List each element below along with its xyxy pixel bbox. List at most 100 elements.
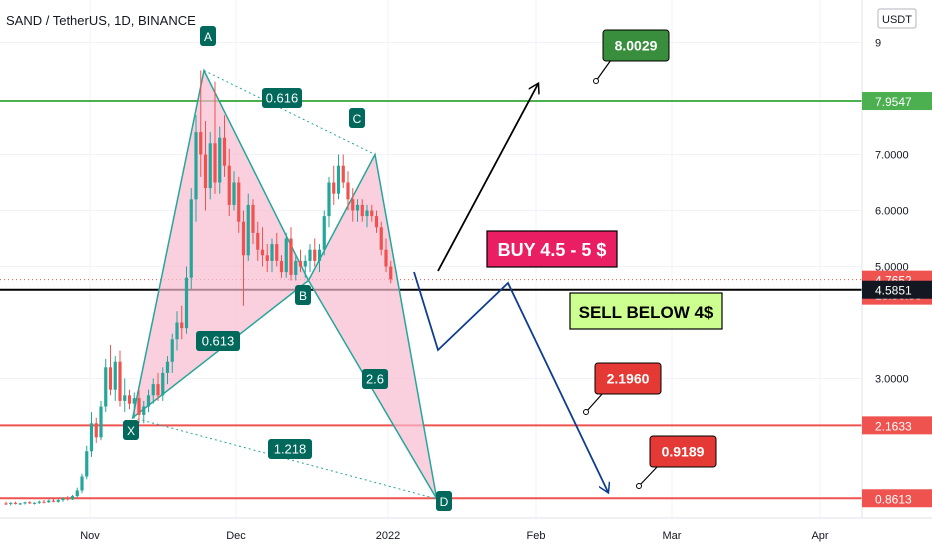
- candle-body: [289, 238, 293, 275]
- candle-body: [142, 406, 146, 415]
- candle-body: [161, 372, 165, 396]
- target-up-callout-text: 8.0029: [615, 38, 658, 54]
- candle-body: [47, 500, 51, 503]
- currency-badge: [877, 8, 917, 29]
- ratio-label: [196, 331, 240, 351]
- candle-body: [303, 260, 307, 267]
- pattern-triangle-bcd: [307, 152, 438, 500]
- price-axis-bg: [862, 0, 932, 518]
- pattern-ac-line: [203, 70, 376, 155]
- time-tick-label: Feb: [527, 530, 546, 542]
- candle-body: [317, 249, 322, 261]
- candle-body: [213, 143, 217, 183]
- time-tick-label: Dec: [226, 530, 246, 542]
- target-up-callout: [602, 29, 670, 62]
- point-label-x-text: X: [127, 424, 135, 438]
- candle-body: [336, 165, 341, 194]
- point-label-d: [436, 491, 452, 511]
- point-label-c: [349, 108, 365, 128]
- candle-body: [284, 238, 288, 273]
- target-2196-callout-text: 2.1960: [607, 371, 650, 387]
- price-tag-text: 0.8613: [875, 492, 912, 506]
- candle-body: [108, 367, 113, 390]
- target-0919-callout: [649, 435, 717, 468]
- candle-body: [118, 361, 122, 401]
- candle-body: [199, 132, 203, 155]
- point-label-x: [123, 420, 139, 440]
- candle-body: [256, 232, 260, 250]
- candle-body: [389, 266, 393, 280]
- target-up-callout-pointer: [595, 59, 612, 82]
- candle-body: [189, 199, 193, 278]
- candle-body: [379, 227, 383, 250]
- price-tag-text: 2.1633: [875, 419, 912, 433]
- target-0919-callout-text: 0.9189: [662, 444, 705, 460]
- price-tag-text: 7.9547: [875, 95, 912, 109]
- price-tag: [862, 416, 932, 435]
- candle-body: [384, 249, 388, 267]
- candle-body: [346, 182, 350, 200]
- chart-title: SAND / TetherUS, 1D, BINANCE: [6, 13, 196, 28]
- candle-body: [241, 221, 246, 256]
- candle-body: [28, 502, 32, 504]
- price-tick-label: 7.0000: [875, 150, 909, 162]
- harmonic-pattern: [131, 68, 438, 500]
- time-axis: Nov Dec 2022 Feb Mar Apr: [0, 517, 932, 542]
- pattern-triangle-xab: [131, 68, 310, 420]
- price-tick-label: 5.0000: [875, 262, 909, 274]
- candle-body: [298, 260, 303, 267]
- price-tick-label: 6.0000: [875, 206, 909, 218]
- annotations: X A B C D 0.616 0.613 2.6 1.218 8.0029 2.1960 0.918…: [123, 26, 723, 511]
- point-label-b: [295, 285, 311, 305]
- target-2196-callout: [594, 362, 662, 395]
- price-tag: [862, 280, 932, 299]
- target-2196-callout-pointer: [585, 392, 604, 413]
- candle-body: [9, 502, 13, 504]
- price-tick-label: 3.0000: [875, 374, 909, 386]
- candle-body: [222, 137, 227, 166]
- candle-body: [23, 502, 27, 504]
- point-label-a-text: A: [204, 30, 212, 44]
- candle-body: [218, 137, 222, 183]
- candle-body: [70, 496, 75, 500]
- time-tick-label: Mar: [663, 530, 682, 542]
- candle-body: [99, 406, 103, 438]
- bearish-arrow: [413, 271, 608, 492]
- candle-body: [56, 500, 60, 502]
- candle-body: [132, 398, 136, 404]
- candle-body: [66, 498, 70, 500]
- candle-body: [360, 204, 364, 217]
- time-tick-label: 2022: [376, 530, 400, 542]
- candle-body: [123, 395, 127, 401]
- candle-body: [208, 143, 212, 189]
- point-label-a: [200, 26, 216, 46]
- candle-body: [51, 500, 56, 502]
- horizontal-lines: [0, 100, 862, 500]
- candle-body: [180, 322, 184, 329]
- candle-body: [308, 249, 312, 261]
- ratio-label: [262, 88, 302, 108]
- candle-body: [156, 384, 160, 396]
- candle-body: [332, 182, 336, 194]
- time-tick-label: Apr: [811, 530, 828, 542]
- sell-box: [569, 292, 723, 330]
- candle-body: [232, 182, 236, 205]
- candle-body: [61, 498, 65, 501]
- candle-body: [175, 322, 179, 340]
- candle-body: [237, 182, 241, 222]
- grid: [0, 0, 862, 518]
- price-tag: [862, 489, 932, 508]
- candle-body: [227, 165, 231, 205]
- sell-box-text: SELL BELOW 4$: [579, 303, 714, 322]
- candle-body: [275, 244, 279, 261]
- candle-body: [13, 502, 18, 504]
- candle-body: [246, 204, 250, 256]
- ratio-label: [268, 439, 312, 459]
- candle-body: [265, 255, 269, 261]
- candle-body: [355, 204, 360, 211]
- candle-body: [4, 503, 8, 505]
- candle-body: [370, 210, 374, 217]
- bullish-arrow: [437, 84, 538, 272]
